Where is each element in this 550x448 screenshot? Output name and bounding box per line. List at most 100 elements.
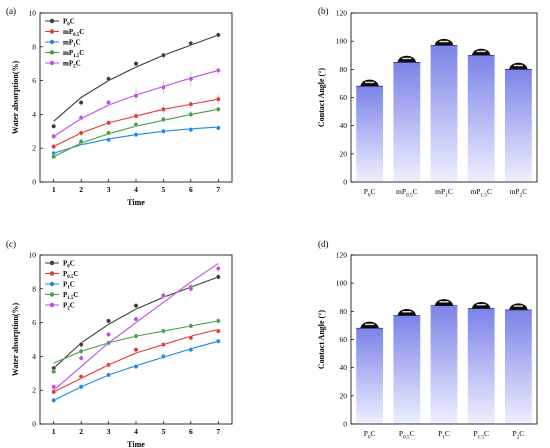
x-tick-label: 5 bbox=[162, 427, 166, 436]
legend-label: P0C bbox=[63, 18, 75, 28]
x-tick-label: 4 bbox=[134, 185, 138, 194]
y-axis-label: Contact Angle (°) bbox=[317, 68, 326, 128]
y-tick-label: 20 bbox=[340, 149, 348, 158]
data-point bbox=[78, 374, 84, 380]
y-tick-label: 40 bbox=[340, 121, 348, 130]
data-point bbox=[215, 274, 221, 280]
x-tick-label: 3 bbox=[107, 427, 111, 436]
panel-c-water-absorption: (c) 1 2 3 4 5 6 7 0 2 4 6 8 10 Time Water absorption(%)… bbox=[6, 239, 233, 448]
data-point bbox=[215, 266, 221, 271]
y-tick-label: 100 bbox=[336, 279, 348, 288]
series-P0C: P0C bbox=[45, 18, 221, 129]
data-point bbox=[215, 106, 221, 112]
legend-label: P1.5C bbox=[63, 291, 78, 301]
panel-label: (a) bbox=[6, 6, 16, 16]
data-point bbox=[188, 76, 194, 82]
data-point bbox=[78, 115, 84, 121]
legend-label: P2C bbox=[63, 302, 75, 312]
x-axis-label: Time bbox=[127, 440, 145, 448]
y-tick-label: 4 bbox=[32, 110, 36, 119]
series-mP2C: mP2C bbox=[45, 60, 221, 140]
data-point bbox=[78, 384, 84, 390]
data-point bbox=[51, 144, 57, 149]
x-tick-label: 4 bbox=[134, 427, 138, 436]
bar bbox=[356, 328, 383, 424]
x-tick-label: 7 bbox=[216, 185, 220, 194]
x-tick-label: 5 bbox=[162, 185, 166, 194]
series-mP1.5C: mP1.5C bbox=[45, 49, 221, 160]
data-point bbox=[188, 347, 194, 353]
droplet-highlight bbox=[365, 323, 375, 326]
y-tick-label: 2 bbox=[32, 144, 36, 153]
legend-label: mP1C bbox=[63, 39, 81, 49]
data-point bbox=[78, 342, 84, 347]
data-point bbox=[215, 125, 221, 131]
y-tick-label: 0 bbox=[343, 420, 347, 429]
legend-marker bbox=[49, 50, 55, 55]
data-point bbox=[215, 318, 221, 324]
panel-label: (d) bbox=[318, 239, 329, 249]
data-point bbox=[215, 68, 221, 73]
data-point bbox=[188, 286, 194, 292]
droplet-highlight bbox=[513, 305, 523, 307]
x-tick-label: 1 bbox=[52, 185, 56, 194]
x-tick-label: 3 bbox=[107, 185, 111, 194]
y-tick-label: 120 bbox=[336, 251, 348, 260]
panel-a-water-absorption: (a) 1 2 3 4 5 6 7 0 2 4 6 8 10 Time Water absorption(%)… bbox=[6, 6, 233, 207]
x-tick-label: 2 bbox=[79, 185, 83, 194]
y-tick-label: 10 bbox=[29, 9, 37, 18]
bar bbox=[505, 309, 532, 424]
data-point bbox=[161, 117, 166, 122]
fit-curve bbox=[53, 328, 219, 393]
data-point bbox=[51, 384, 57, 390]
series-mP0.5C: mP0.5C bbox=[45, 28, 221, 150]
data-point bbox=[106, 372, 111, 378]
data-point bbox=[106, 120, 111, 126]
data-point bbox=[51, 123, 57, 129]
y-tick-label: 4 bbox=[32, 352, 36, 361]
data-point bbox=[51, 369, 57, 375]
data-point bbox=[188, 323, 194, 329]
legend-label: P1C bbox=[63, 281, 75, 291]
data-point bbox=[133, 113, 139, 119]
bar bbox=[393, 315, 421, 424]
data-point bbox=[106, 137, 111, 143]
data-point bbox=[78, 348, 84, 354]
legend-label: P0C bbox=[63, 260, 75, 270]
fit-curve bbox=[53, 320, 219, 364]
data-point bbox=[161, 328, 166, 334]
droplet-highlight bbox=[476, 303, 486, 306]
droplet-highlight bbox=[513, 64, 523, 67]
y-tick-label: 40 bbox=[340, 363, 348, 372]
data-point bbox=[133, 93, 139, 99]
y-tick-label: 6 bbox=[32, 318, 36, 327]
data-point bbox=[78, 100, 84, 105]
x-tick-label: 2 bbox=[79, 427, 83, 436]
series-P1C: P1C bbox=[45, 281, 221, 403]
droplet-highlight bbox=[439, 40, 449, 43]
category-label: P1.5C bbox=[473, 429, 489, 440]
droplet-highlight bbox=[476, 50, 486, 53]
legend-marker bbox=[49, 271, 55, 276]
legend-marker bbox=[49, 281, 55, 287]
data-point bbox=[51, 133, 57, 139]
data-point bbox=[161, 293, 166, 298]
fit-curve bbox=[53, 34, 219, 122]
data-point bbox=[133, 364, 139, 369]
category-label: mP2C bbox=[510, 187, 528, 198]
legend-marker bbox=[49, 39, 55, 45]
y-axis-label: Water absorption(%) bbox=[11, 302, 20, 376]
category-label: mP1.5C bbox=[470, 187, 492, 198]
y-tick-label: 2 bbox=[32, 386, 36, 395]
y-tick-label: 8 bbox=[32, 284, 36, 293]
category-label: P0.5C bbox=[399, 429, 415, 440]
x-tick-label: 7 bbox=[216, 427, 220, 436]
data-point bbox=[188, 101, 194, 107]
legend-label: mP2C bbox=[63, 60, 81, 70]
data-point bbox=[106, 76, 111, 82]
legend-marker bbox=[49, 302, 55, 308]
series-P2C: P2C bbox=[45, 262, 221, 391]
data-point bbox=[133, 132, 139, 138]
y-tick-label: 10 bbox=[29, 251, 37, 260]
category-label: P0C bbox=[364, 429, 376, 440]
